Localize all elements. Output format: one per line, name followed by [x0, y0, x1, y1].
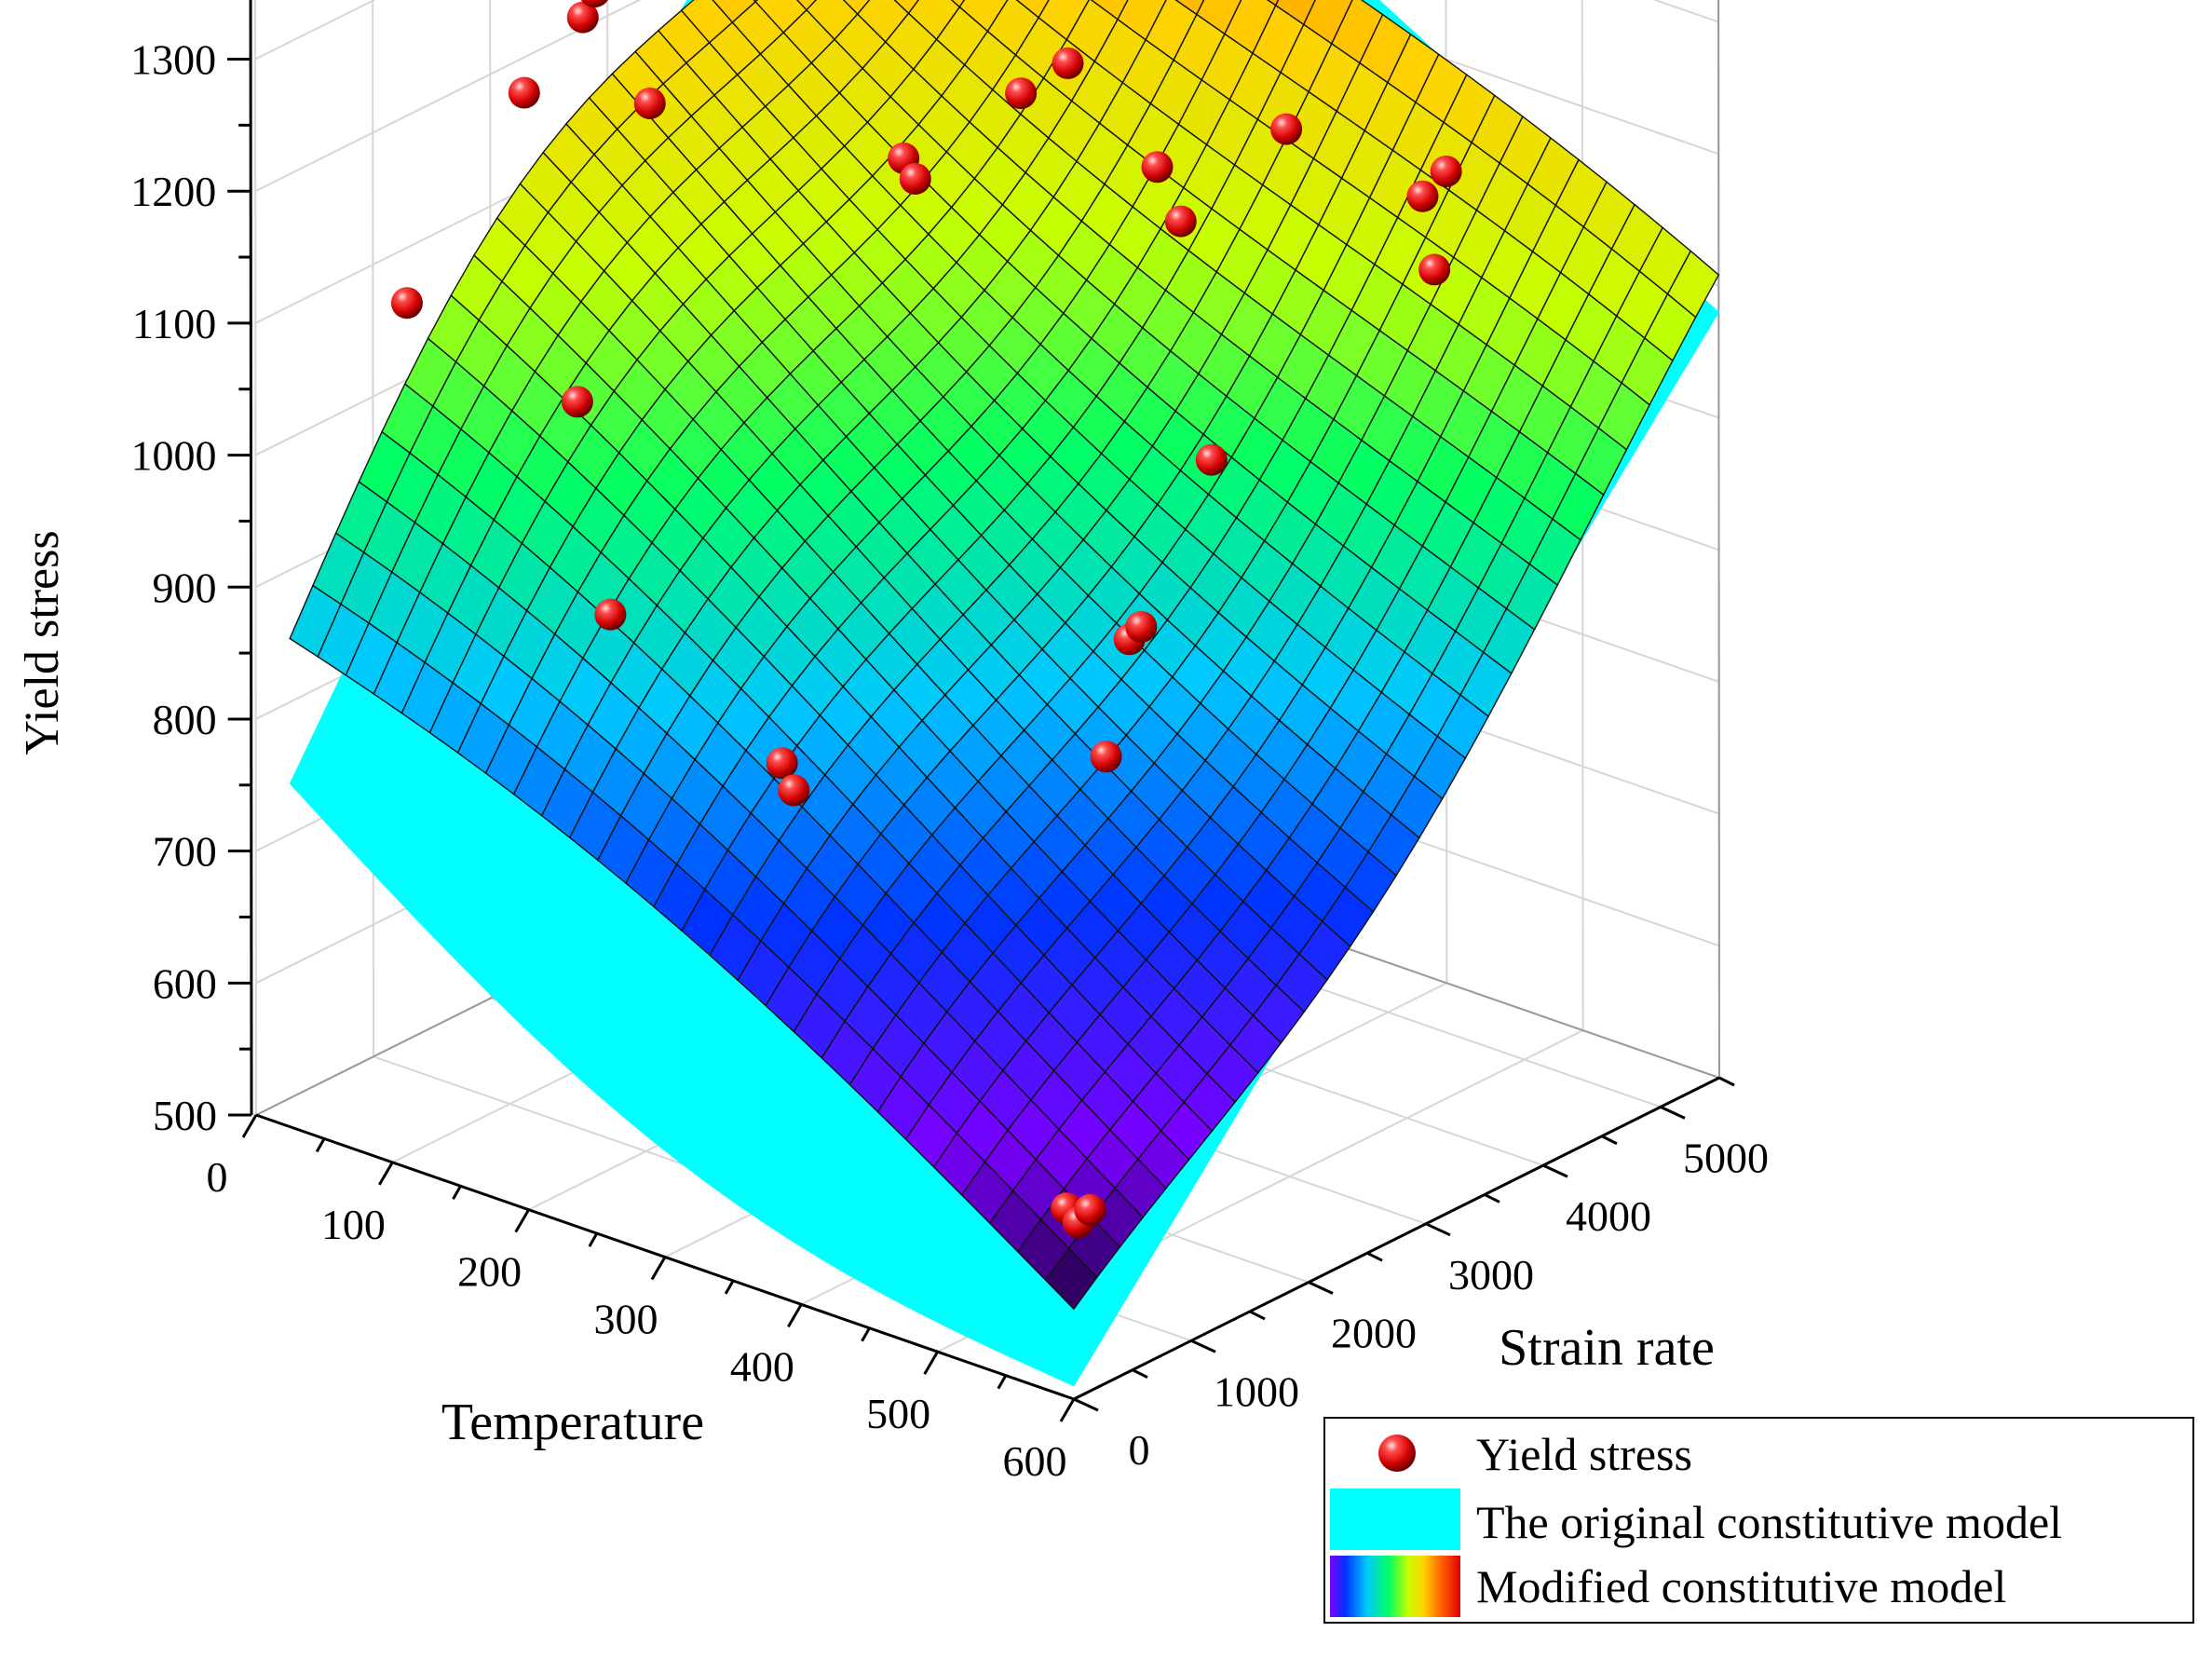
x-tick [378, 1162, 394, 1186]
y-minor-tick [1249, 1310, 1266, 1321]
z-tick-label: 900 [153, 564, 217, 611]
x-tick-label: 200 [457, 1248, 522, 1296]
legend-marker-yield-stress [1378, 1435, 1416, 1472]
y-tick-label: 5000 [1683, 1134, 1769, 1181]
x-tick-label: 500 [866, 1390, 930, 1437]
legend: Yield stress The original constitutive m… [1323, 1417, 2194, 1624]
y-axis: 0 1000 2000 3000 4000 5000 [1073, 1076, 1769, 1474]
y-tick [1190, 1339, 1216, 1353]
z-tick-label: 1200 [130, 168, 216, 215]
grid-line [254, 0, 257, 1116]
yield-stress-point [899, 162, 931, 195]
grid-line [254, 0, 376, 61]
z-tick-label: 1300 [130, 36, 216, 84]
yield-stress-point [1141, 151, 1174, 184]
x-tick [514, 1208, 530, 1233]
yield-stress-point [1052, 47, 1084, 79]
legend-label-yield-stress: Yield stress [1476, 1428, 1692, 1480]
yield-stress-point [580, 0, 608, 8]
z-axis-label: Yield stress [16, 530, 69, 755]
legend-swatch-modified [1330, 1556, 1460, 1617]
x-minor-tick [315, 1137, 326, 1153]
y-axis-label: Strain rate [1499, 1319, 1715, 1377]
y-minor-tick [1601, 1135, 1618, 1146]
y-tick [1073, 1397, 1099, 1412]
x-tick-label: 0 [207, 1153, 228, 1201]
yield-stress-point [633, 87, 666, 119]
y-tick-label: 1000 [1214, 1367, 1299, 1415]
modified-surface-patch [1044, 1247, 1098, 1311]
yield-stress-point [1074, 1193, 1106, 1226]
y-minor-tick [1132, 1368, 1148, 1379]
x-tick [787, 1303, 803, 1328]
yield-stress-point [1270, 113, 1303, 145]
y-tick-label: 0 [1129, 1426, 1150, 1474]
x-tick [923, 1351, 939, 1375]
legend-swatch-original [1330, 1489, 1460, 1550]
y-minor-tick [1484, 1193, 1500, 1203]
z-tick-label: 800 [153, 696, 217, 743]
legend-label-original: The original constitutive model [1476, 1496, 2062, 1548]
z-tick-label: 1000 [130, 432, 216, 480]
legend-box [1323, 1417, 2194, 1624]
y-tick [1308, 1281, 1334, 1295]
yield-stress-point [778, 774, 810, 807]
yield-stress-point [1090, 741, 1122, 773]
yield-stress-point [1164, 205, 1197, 238]
y-minor-tick [1366, 1251, 1383, 1262]
frame-edge [1717, 0, 1720, 1079]
z-tick-label: 1100 [132, 300, 216, 347]
z-axis: 50060070080090010001100120013001400 [130, 0, 253, 1139]
yield-stress-point [766, 747, 798, 780]
x-tick-label: 400 [730, 1342, 794, 1390]
y-axis-line [1073, 1076, 1720, 1401]
yield-stress-point [1430, 155, 1462, 187]
yield-stress-point [508, 76, 540, 109]
yield-stress-point [1005, 77, 1038, 110]
x-minor-tick [997, 1374, 1008, 1390]
x-tick [241, 1114, 258, 1138]
x-tick-label: 300 [594, 1296, 658, 1343]
x-minor-tick [588, 1232, 599, 1247]
x-axis-label: Temperature [441, 1394, 704, 1451]
x-tick [650, 1256, 667, 1281]
yield-stress-point [1418, 253, 1451, 286]
yield-stress-point [594, 598, 627, 631]
y-tick-label: 3000 [1448, 1251, 1534, 1299]
x-tick [1059, 1398, 1076, 1422]
yield-stress-point [1125, 610, 1158, 643]
yield-stress-point [1406, 180, 1439, 212]
legend-label-modified: Modified constitutive model [1476, 1560, 2006, 1612]
y-tick [1542, 1163, 1568, 1178]
y-tick-label: 4000 [1566, 1192, 1651, 1240]
y-tick [1425, 1222, 1451, 1237]
scatter-layer [390, 0, 1462, 1239]
x-minor-tick [724, 1280, 735, 1295]
x-tick-label: 100 [321, 1201, 386, 1248]
surface-layer [289, 0, 1720, 1387]
y-tick-label: 2000 [1331, 1310, 1417, 1357]
yield-stress-point [566, 1, 599, 34]
yield-stress-point [561, 386, 593, 418]
x-minor-tick [861, 1327, 871, 1342]
z-tick-label: 600 [153, 959, 217, 1007]
z-tick-label: 700 [153, 828, 217, 876]
y-minor-tick [1718, 1076, 1735, 1087]
x-minor-tick [452, 1185, 462, 1200]
modified-surface-patch [950, 0, 966, 8]
x-axis: 0 100 200 300 400 500 600 [207, 1113, 1076, 1485]
y-tick [1660, 1106, 1686, 1120]
modified-surface-patch [795, 0, 818, 11]
yield-stress-point [390, 287, 423, 320]
x-tick-label: 600 [1003, 1437, 1067, 1485]
z-tick-label: 500 [153, 1092, 217, 1139]
yield-stress-point [1195, 443, 1228, 476]
